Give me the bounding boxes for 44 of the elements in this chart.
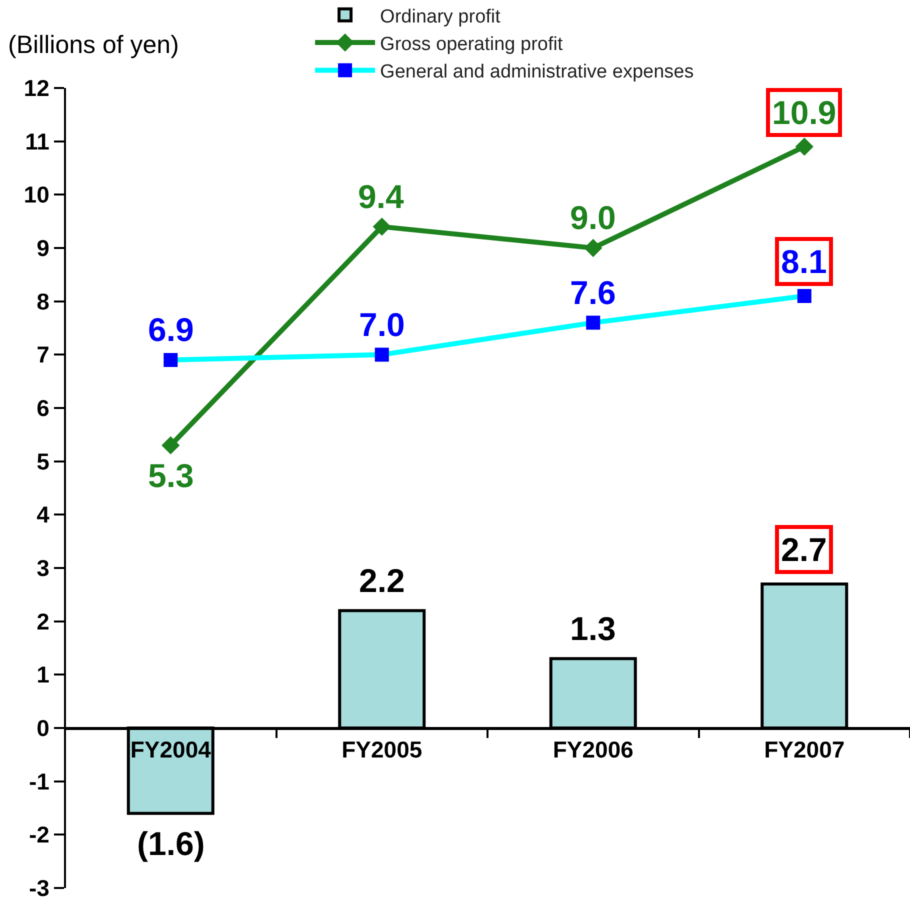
point (584, 238, 602, 258)
y-tick-label: 6 (36, 395, 50, 422)
y-tick-label: -1 (28, 768, 50, 794)
legend-label: Gross operating profit (380, 34, 564, 55)
data-label: 5.3 (148, 457, 194, 494)
y-axis-title: (Billions of yen) (8, 31, 179, 59)
legend-label: Ordinary profit (380, 6, 502, 28)
point (374, 348, 389, 362)
x-tick-label: FY2005 (342, 736, 422, 762)
y-tick-label: 8 (36, 288, 50, 314)
y-tick-label: 10 (24, 182, 50, 208)
point (795, 138, 814, 156)
data-label: 8.1 (781, 243, 827, 280)
point (797, 289, 812, 303)
y-tick-label: 9 (36, 235, 50, 262)
data-label: 7.6 (570, 274, 616, 311)
point (372, 218, 391, 236)
point (586, 316, 600, 330)
point (162, 436, 180, 454)
y-tick-label: 0 (36, 715, 50, 742)
y-tick-label: 5 (36, 448, 50, 474)
data-label: 2.2 (359, 562, 405, 599)
x-tick-label: FY2007 (764, 736, 845, 762)
data-label: 1.3 (570, 610, 616, 647)
data-label: 7.0 (359, 306, 405, 343)
data-label: 2.7 (781, 531, 827, 568)
y-tick-label: -3 (28, 875, 50, 902)
data-label: 9.0 (570, 199, 616, 236)
legend-label: General and administrative expenses (380, 62, 694, 83)
x-tick-label: FY2006 (552, 736, 634, 762)
y-tick-label: 7 (36, 342, 50, 368)
data-label: 6.9 (148, 311, 194, 348)
y-tick-label: 2 (36, 608, 50, 634)
y-tick-label: -2 (28, 822, 50, 848)
data-label: 10.9 (772, 94, 836, 131)
y-tick-label: 12 (24, 75, 50, 102)
data-label: 9.4 (358, 178, 405, 215)
y-tick-label: 3 (36, 555, 50, 582)
point (164, 353, 178, 367)
y-tick-label: 1 (36, 662, 50, 688)
x-tick-label: FY2004 (130, 736, 212, 762)
y-tick-label: 4 (36, 502, 50, 528)
y-tick-label: 11 (25, 128, 50, 154)
data-label: (1.6) (137, 825, 205, 862)
